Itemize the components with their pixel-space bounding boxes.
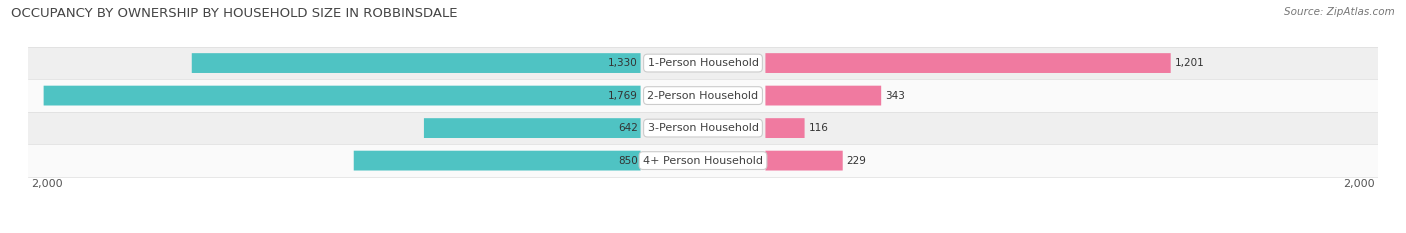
Text: 116: 116 [808, 123, 828, 133]
FancyBboxPatch shape [191, 53, 641, 73]
Text: 850: 850 [619, 156, 638, 166]
Text: 229: 229 [846, 156, 866, 166]
Text: 1-Person Household: 1-Person Household [648, 58, 758, 68]
Bar [28, 112, 1378, 144]
Bar [28, 79, 1378, 112]
Legend: Owner-occupied, Renter-occupied: Owner-occupied, Renter-occupied [583, 230, 823, 233]
FancyBboxPatch shape [765, 53, 1171, 73]
Text: 2,000: 2,000 [1343, 179, 1375, 189]
Text: 2-Person Household: 2-Person Household [647, 91, 759, 101]
Text: 4+ Person Household: 4+ Person Household [643, 156, 763, 166]
Text: 343: 343 [886, 91, 905, 101]
Bar [28, 47, 1378, 79]
Bar [28, 144, 1378, 177]
Text: 3-Person Household: 3-Person Household [648, 123, 758, 133]
Text: OCCUPANCY BY OWNERSHIP BY HOUSEHOLD SIZE IN ROBBINSDALE: OCCUPANCY BY OWNERSHIP BY HOUSEHOLD SIZE… [11, 7, 458, 20]
FancyBboxPatch shape [354, 151, 641, 171]
Text: 1,330: 1,330 [609, 58, 638, 68]
FancyBboxPatch shape [765, 118, 804, 138]
Text: 1,201: 1,201 [1175, 58, 1205, 68]
Text: 2,000: 2,000 [31, 179, 63, 189]
Text: 1,769: 1,769 [607, 91, 638, 101]
FancyBboxPatch shape [765, 151, 842, 171]
FancyBboxPatch shape [44, 86, 641, 106]
FancyBboxPatch shape [425, 118, 641, 138]
FancyBboxPatch shape [765, 86, 882, 106]
Text: 642: 642 [619, 123, 638, 133]
Text: Source: ZipAtlas.com: Source: ZipAtlas.com [1284, 7, 1395, 17]
